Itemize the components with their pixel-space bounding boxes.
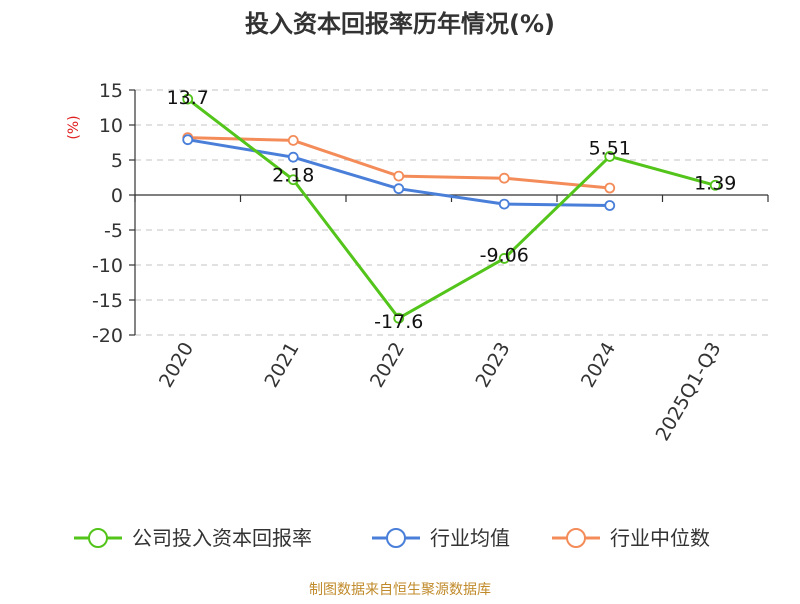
series-2 [182,132,616,194]
legend-label: 行业均值 [430,526,510,550]
data-label: 1.39 [694,172,736,194]
y-tick-label: -20 [92,325,123,347]
y-tick-label: 5 [111,150,123,172]
x-tick-label: 2022 [366,339,409,392]
legend: 公司投入资本回报率 行业均值 行业中位数 [74,526,710,550]
data-point [498,198,510,210]
data-point [393,312,405,324]
x-tick-label: 2020 [155,339,198,392]
data-label: -9.06 [480,244,529,266]
y-tick-label: 10 [99,115,123,137]
y-tick-label: -5 [104,220,123,242]
legend-item: 行业均值 [372,526,510,550]
data-label: 5.51 [589,137,631,159]
source-caption: 制图数据来自恒生聚源数据库 [309,582,491,598]
data-point [604,151,616,162]
data-point [498,172,510,184]
series-0 [182,93,721,324]
data-point [393,170,405,182]
x-tick-label: 2024 [577,339,620,392]
data-point [287,134,299,146]
grid-lines [135,89,768,336]
data-point [604,182,616,194]
x-tick-label: 2025Q1-Q3 [652,339,726,445]
y-axis-label: (%) [66,115,82,139]
chart-title: 投入资本回报率历年情况(%) [245,10,555,38]
y-tick-label: 0 [111,185,123,207]
data-labels: 13.7 2.18 -17.6 -9.06 5.51 1.39 [167,87,737,333]
series-line [186,97,716,320]
legend-swatch-marker [88,528,108,548]
data-point [287,151,299,163]
legend-label: 公司投入资本回报率 [132,526,312,550]
data-point [182,93,194,105]
data-point [182,134,194,146]
y-tick-label: -15 [92,290,123,312]
data-point [287,174,299,186]
x-tick-label: 2021 [260,339,303,392]
data-label: 2.18 [272,165,314,187]
legend-item: 公司投入资本回报率 [74,526,312,550]
data-point [709,179,721,191]
y-tick-label: -10 [92,255,123,277]
legend-swatch-marker [386,528,406,548]
axes: 15 10 5 0 -5 -10 -15 -20 2020 2021 2022 2023 2024 202… [92,80,769,445]
data-label: -17.6 [374,311,423,333]
legend-swatch-marker [566,528,586,548]
y-tick-label: 15 [99,80,123,102]
legend-item: 行业中位数 [552,526,710,550]
data-label: 13.7 [167,87,209,109]
series-lines [182,93,721,324]
x-tick-label: 2023 [471,339,514,392]
legend-label: 行业中位数 [610,526,710,550]
data-point [498,253,510,264]
data-point [604,200,616,211]
data-point [393,183,405,195]
